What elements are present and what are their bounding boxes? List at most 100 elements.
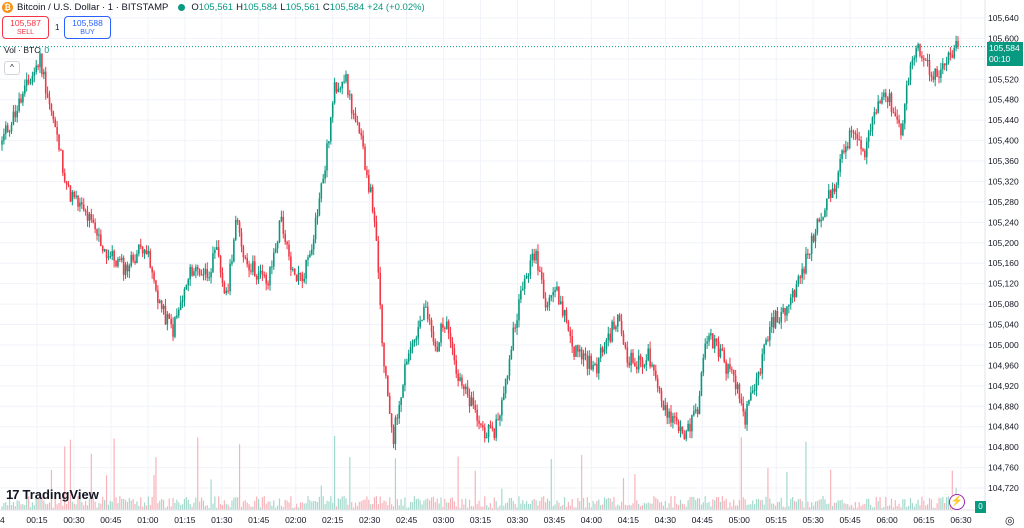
volume-bar	[871, 507, 874, 510]
x-tick-label: 01:00	[137, 515, 159, 525]
candle-body	[772, 317, 775, 328]
volume-bar	[613, 496, 615, 510]
tradingview-logo[interactable]: 17 TradingView	[6, 487, 99, 502]
volume-bar	[132, 499, 134, 510]
candle-body	[155, 280, 157, 291]
candle-body	[748, 400, 750, 405]
candle-body	[60, 149, 62, 151]
candle-body	[829, 190, 832, 198]
volume-bar	[698, 498, 701, 510]
volume-bar	[702, 502, 704, 510]
collapse-legend-button[interactable]: ^	[4, 61, 20, 75]
candle-body	[233, 239, 235, 262]
volume-bar	[533, 498, 535, 510]
lightning-icon[interactable]: ⚡	[949, 494, 965, 510]
price-axis[interactable]: 105,640105,600105,560105,520105,480105,4…	[988, 13, 1019, 493]
volume-legend[interactable]: Vol · BTC 0	[4, 45, 49, 55]
volume-bar	[94, 501, 96, 510]
candle-body	[423, 306, 425, 321]
volume-bar	[856, 507, 858, 510]
candle-body	[584, 353, 587, 356]
candle-body	[428, 319, 431, 321]
settings-icon[interactable]: ◎	[1005, 515, 1015, 527]
sell-button[interactable]: 105,587 SELL	[2, 16, 49, 39]
volume-bar	[427, 498, 429, 510]
candle-body	[81, 202, 83, 205]
volume-bar	[647, 502, 649, 510]
candle-body	[884, 92, 887, 98]
market-status-icon[interactable]	[178, 3, 186, 11]
candle-body	[1, 140, 3, 145]
volume-bar	[643, 502, 646, 510]
candle-body	[105, 249, 108, 258]
candle-body	[390, 413, 393, 427]
y-tick-label: 104,800	[988, 442, 1019, 452]
volume-bar	[73, 503, 75, 510]
volume-bar	[392, 506, 395, 510]
candle-body	[394, 417, 397, 444]
volume-bar	[294, 507, 296, 510]
candle-body	[261, 270, 264, 275]
candle-body	[147, 250, 150, 255]
volume-bar	[396, 498, 398, 510]
candle-body	[335, 82, 338, 92]
candle-body	[252, 261, 254, 272]
volume-bar	[527, 503, 530, 510]
buy-button[interactable]: 105,588 BUY	[64, 16, 111, 39]
volume-bar	[752, 500, 754, 510]
volume-bar	[833, 502, 836, 510]
candle-body	[685, 430, 688, 439]
candle-body	[877, 101, 879, 113]
volume-bar	[497, 507, 499, 510]
candle-body	[6, 125, 9, 132]
volume-bar	[115, 497, 117, 510]
candle-body	[521, 288, 524, 291]
volume-bar	[451, 497, 454, 510]
volume-bar	[92, 497, 94, 510]
candle-body	[43, 71, 45, 75]
volume-bar	[907, 506, 910, 510]
volume-bar	[818, 499, 820, 510]
volume-bar	[225, 504, 227, 510]
volume-bar	[590, 507, 592, 510]
candle-body	[757, 372, 760, 379]
candle-body	[350, 94, 353, 114]
volume-bar	[309, 500, 311, 510]
volume-bar	[932, 507, 934, 510]
candle-body	[210, 272, 212, 278]
volume-bar	[438, 503, 440, 510]
candle-body	[577, 345, 579, 352]
volume-bar	[35, 499, 37, 510]
volume-bar	[837, 500, 839, 510]
candle-body	[643, 365, 646, 367]
candle-body	[613, 321, 615, 329]
candle-body	[10, 124, 13, 132]
candle-body	[508, 359, 511, 376]
volume-bar	[83, 505, 85, 510]
candle-body	[626, 347, 629, 363]
candle-body	[632, 352, 634, 363]
candle-body	[497, 419, 499, 421]
candle-body	[476, 409, 478, 421]
time-axis[interactable]: 00:15 00:30 00:45 01:00 01:15 01:30 01:45 02:00…	[26, 515, 972, 525]
candle-body	[563, 310, 566, 316]
candle-body	[856, 134, 859, 139]
candle-body	[951, 54, 954, 58]
volume-bar	[9, 498, 11, 510]
y-tick-label: 105,000	[988, 340, 1019, 350]
candle-body	[132, 254, 134, 261]
candle-body	[647, 348, 650, 361]
candle-body	[447, 321, 450, 334]
volume-bar	[288, 502, 290, 510]
candle-body	[666, 405, 669, 418]
symbol-title[interactable]: Bitcoin / U.S. Dollar · 1 · BITSTAMP	[17, 1, 169, 13]
volume-bar	[170, 506, 172, 510]
volume-bar	[489, 503, 492, 510]
volume-bar	[233, 497, 235, 510]
candle-body	[723, 350, 726, 362]
volume-bar	[237, 497, 239, 510]
volume-bar	[138, 505, 140, 510]
volume-bar	[771, 503, 773, 510]
candle-body	[554, 290, 556, 292]
